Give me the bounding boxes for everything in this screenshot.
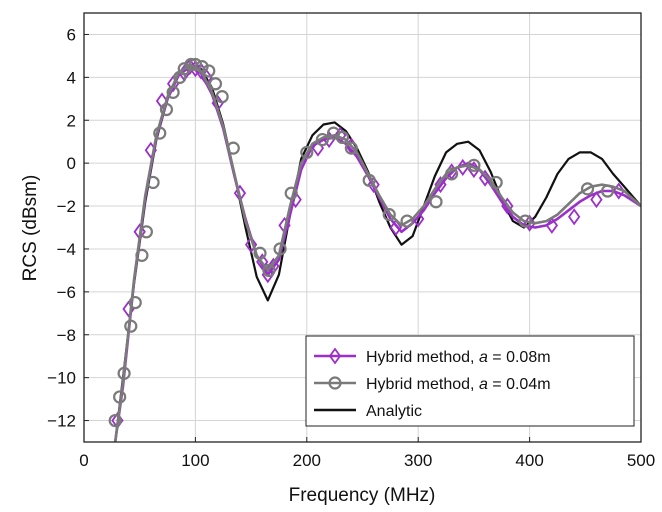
y-tick-label: −10 (47, 369, 76, 388)
x-tick-label: 100 (181, 451, 209, 470)
data-point-marker (335, 130, 350, 145)
data-point-marker (262, 263, 276, 277)
data-point-marker (518, 214, 532, 228)
data-point-marker (244, 236, 258, 254)
data-point-marker (139, 225, 153, 239)
data-point-marker (315, 132, 329, 147)
y-tick-label: 6 (67, 25, 76, 44)
data-point-marker (344, 141, 358, 155)
y-tick-label: −2 (57, 197, 76, 216)
data-point-marker (362, 173, 376, 187)
data-point-marker (590, 191, 603, 209)
data-point-marker (389, 218, 403, 237)
legend-entry: Hybrid method, a = 0.08m (314, 347, 551, 366)
data-point-marker (124, 319, 138, 333)
data-point-marker (166, 85, 180, 99)
data-point-marker (153, 126, 167, 140)
data-point-marker (146, 175, 160, 190)
data-point-marker (367, 176, 380, 194)
plot-frame (83, 12, 642, 443)
data-point-marker (501, 197, 514, 215)
legend: Hybrid method, a = 0.08m Hybrid method, a… (305, 335, 635, 427)
data-point-marker (128, 295, 142, 310)
data-point-marker (545, 216, 559, 234)
data-point-marker (273, 242, 287, 256)
y-tick-label: −6 (57, 283, 76, 302)
x-tick-label: 0 (79, 451, 88, 470)
data-point-marker (226, 141, 240, 155)
data-point-marker (328, 347, 342, 365)
data-point-marker (253, 246, 267, 260)
x-tick-label: 400 (515, 451, 543, 470)
data-point-marker (328, 376, 342, 390)
y-tick-label: 0 (67, 154, 76, 173)
data-point-marker (445, 167, 459, 181)
y-tick-label: −12 (47, 412, 76, 431)
data-point-marker (188, 57, 202, 72)
data-point-marker (135, 248, 149, 262)
data-point-marker (284, 186, 298, 200)
legend-entry: Analytic (314, 403, 422, 420)
data-point-marker (400, 214, 414, 228)
data-point-marker (467, 158, 481, 172)
data-point-marker (429, 195, 443, 209)
y-axis-title: RCS (dBsm) (20, 175, 41, 282)
data-point-marker (478, 169, 492, 187)
data-point-marker (434, 176, 447, 194)
y-tick-label: −8 (57, 326, 76, 345)
data-point-marker (489, 175, 503, 190)
data-point-marker (382, 208, 396, 222)
legend-label: Analytic (366, 403, 422, 420)
data-point-marker (117, 366, 131, 380)
series-2 (108, 57, 641, 442)
legend-box (305, 335, 635, 427)
data-point-marker (215, 90, 229, 104)
x-axis-title: Frequency (MHz) (289, 485, 436, 506)
data-point-marker (108, 413, 122, 428)
data-point-marker (202, 64, 216, 78)
legend-label: Hybrid method, a = 0.04m (366, 376, 551, 393)
y-tick-label: 4 (67, 68, 76, 87)
data-point-marker (300, 145, 314, 160)
data-point-marker (113, 390, 127, 404)
series-layer (108, 57, 641, 442)
y-tick-label: −4 (57, 240, 76, 259)
x-tick-label: 200 (293, 451, 321, 470)
data-point-marker (208, 77, 223, 91)
x-tick-label: 500 (627, 451, 655, 470)
data-point-marker (580, 182, 595, 196)
data-point-marker (159, 102, 174, 117)
axis-ticks: 0 100 200 300 400 500 −12 −10 −8 −6 −4 −2 0 2 4 6 (47, 25, 655, 470)
y-tick-label: 2 (67, 111, 76, 130)
data-point-marker (568, 208, 581, 226)
legend-label: Hybrid method, a = 0.08m (366, 349, 551, 366)
legend-entry: Hybrid method, a = 0.04m (314, 376, 551, 393)
x-tick-label: 300 (404, 451, 432, 470)
data-point-marker (600, 184, 615, 198)
gridlines (83, 13, 642, 442)
